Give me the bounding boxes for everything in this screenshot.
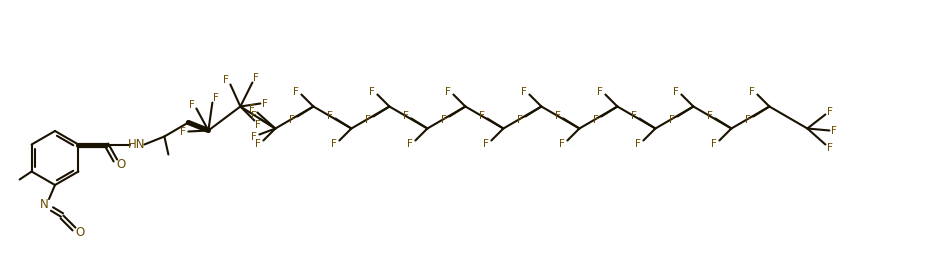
Text: F: F <box>445 87 452 97</box>
Text: F: F <box>745 114 751 125</box>
Text: F: F <box>828 106 833 117</box>
Text: F: F <box>407 139 413 148</box>
Text: F: F <box>749 87 756 97</box>
Text: F: F <box>403 111 409 120</box>
Text: F: F <box>560 139 565 148</box>
Text: F: F <box>635 139 641 148</box>
Text: O: O <box>116 158 126 171</box>
Text: F: F <box>517 114 524 125</box>
Text: F: F <box>711 139 717 148</box>
Text: F: F <box>673 87 679 97</box>
Text: N: N <box>40 198 48 212</box>
Text: F: F <box>707 111 713 120</box>
Text: F: F <box>670 114 675 125</box>
Text: F: F <box>213 92 220 103</box>
Text: F: F <box>441 114 447 125</box>
Text: F: F <box>262 98 268 109</box>
Text: F: F <box>181 126 187 136</box>
Text: F: F <box>256 119 261 130</box>
Text: HN: HN <box>128 138 145 151</box>
Text: F: F <box>290 114 295 125</box>
Text: F: F <box>252 111 258 120</box>
Text: F: F <box>522 87 527 97</box>
Text: F: F <box>249 104 256 113</box>
Text: F: F <box>828 142 833 153</box>
Text: F: F <box>256 139 261 148</box>
Text: O: O <box>76 226 84 239</box>
Text: F: F <box>252 132 258 141</box>
Text: F: F <box>484 139 490 148</box>
Text: F: F <box>632 111 637 120</box>
Text: F: F <box>369 87 375 97</box>
Text: F: F <box>328 111 333 120</box>
Text: F: F <box>556 111 562 120</box>
Text: F: F <box>294 87 299 97</box>
Text: F: F <box>479 111 485 120</box>
Text: F: F <box>189 99 195 110</box>
Text: F: F <box>223 75 229 84</box>
Text: F: F <box>594 114 599 125</box>
Text: F: F <box>331 139 337 148</box>
Text: F: F <box>831 126 837 135</box>
Text: F: F <box>598 87 603 97</box>
Text: F: F <box>366 114 371 125</box>
Text: F: F <box>254 73 259 83</box>
